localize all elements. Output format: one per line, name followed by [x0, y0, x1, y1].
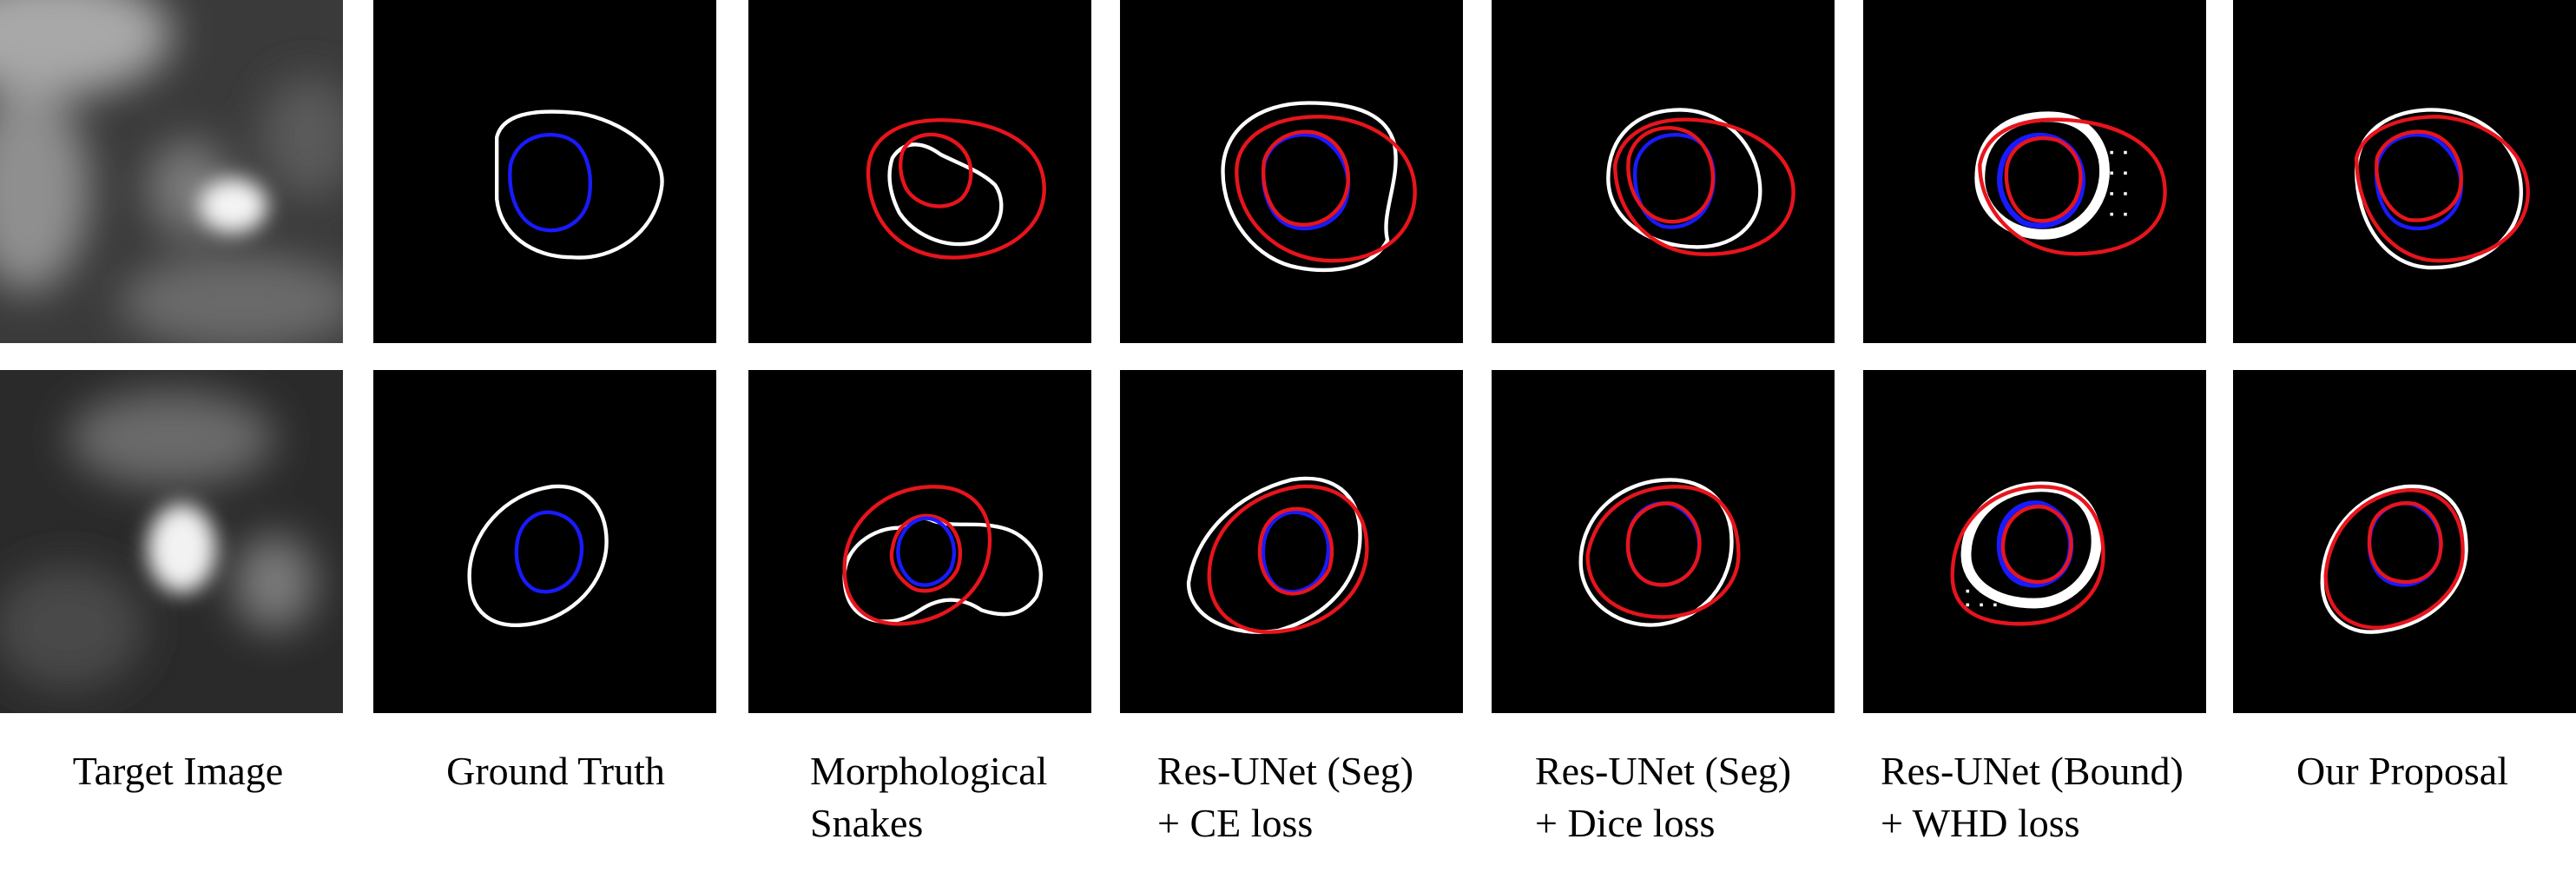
caption-res-unet-dice: Res-UNet (Seg) + Dice loss	[1535, 745, 1791, 849]
ground-truth-row2	[373, 370, 716, 713]
res-unet-ce-row1	[1120, 0, 1463, 343]
target-image-row2	[0, 370, 343, 713]
prediction-outer-contour	[1950, 485, 2105, 626]
prediction-inner-contour	[1262, 129, 1350, 227]
gt-outer-contour	[1221, 101, 1398, 273]
gt-outer-contour	[1578, 478, 1734, 627]
caption-line2: Snakes	[810, 801, 924, 845]
prediction-inner-contour	[2375, 129, 2463, 222]
gt-inner-contour	[514, 510, 584, 594]
caption-target-image: Target Image	[4, 745, 352, 797]
caption-line1: Res-UNet (Bound)	[1881, 749, 2184, 793]
our-proposal-row2	[2233, 370, 2576, 713]
stray-pixels	[1966, 589, 1997, 607]
prediction-inner-contour	[2367, 501, 2443, 585]
prediction-outer-contour	[2355, 115, 2530, 263]
gt-outer-contour	[1186, 476, 1362, 634]
caption-line1: Our Proposal	[2296, 749, 2509, 793]
caption-line1: Morphological	[810, 749, 1048, 793]
caption-our-proposal: Our Proposal	[2229, 745, 2576, 797]
prediction-outer-contour	[1207, 484, 1369, 634]
gt-outer-contour	[887, 142, 1004, 247]
caption-ground-truth: Ground Truth	[382, 745, 729, 797]
gt-outer-contour	[1974, 111, 2110, 240]
gt-inner-contour	[896, 516, 957, 587]
res-unet-whd-row2	[1863, 370, 2206, 713]
prediction-inner-contour	[1626, 126, 1715, 224]
caption-res-unet-ce: Res-UNet (Seg) + CE loss	[1157, 745, 1413, 849]
prediction-outer-contour	[1585, 485, 1741, 619]
ct-slice-image	[0, 0, 343, 343]
caption-morphological-snakes: Morphological Snakes	[810, 745, 1047, 849]
caption-line2: + WHD loss	[1881, 801, 2080, 845]
prediction-outer-contour	[1978, 117, 2167, 256]
morphological-snakes-row2	[748, 370, 1091, 713]
stray-pixels	[2110, 150, 2127, 216]
res-unet-dice-row1	[1492, 0, 1835, 343]
morphological-snakes-row1	[748, 0, 1091, 343]
prediction-inner-contour	[2004, 135, 2083, 223]
res-unet-dice-row2	[1492, 370, 1835, 713]
caption-res-unet-whd: Res-UNet (Bound) + WHD loss	[1881, 745, 2184, 849]
res-unet-whd-row1	[1863, 0, 2206, 343]
prediction-inner-contour	[1625, 501, 1702, 587]
prediction-inner-contour	[1257, 506, 1334, 596]
ground-truth-row1	[373, 0, 716, 343]
prediction-outer-contour	[842, 485, 992, 626]
gt-outer-contour	[467, 484, 609, 627]
target-image-row1	[0, 0, 343, 343]
caption-line1: Target Image	[72, 749, 284, 793]
prediction-outer-contour	[2323, 488, 2465, 630]
prediction-inner-contour	[899, 132, 973, 208]
our-proposal-row1	[2233, 0, 2576, 343]
gt-inner-contour	[1997, 132, 2085, 228]
caption-line2: + CE loss	[1157, 801, 1314, 845]
caption-line1: Res-UNet (Seg)	[1157, 749, 1414, 793]
prediction-inner-contour	[889, 513, 963, 593]
res-unet-ce-row2	[1120, 370, 1463, 713]
caption-line1: Res-UNet (Seg)	[1535, 749, 1792, 793]
gt-outer-contour	[842, 516, 1043, 624]
gt-inner-contour	[508, 133, 592, 233]
prediction-outer-contour	[866, 118, 1046, 260]
gt-outer-contour	[2355, 108, 2523, 270]
gt-inner-contour	[1262, 133, 1350, 231]
prediction-outer-contour	[1613, 117, 1795, 256]
prediction-outer-contour	[1235, 115, 1417, 263]
gt-outer-contour	[495, 109, 664, 260]
gt-inner-contour	[2375, 133, 2463, 231]
gt-inner-contour	[1261, 510, 1331, 594]
ct-slice-image	[0, 370, 343, 713]
gt-outer-contour	[2320, 484, 2468, 634]
caption-line1: Ground Truth	[446, 749, 665, 793]
caption-line2: + Dice loss	[1535, 801, 1716, 845]
prediction-inner-contour	[2000, 505, 2073, 585]
